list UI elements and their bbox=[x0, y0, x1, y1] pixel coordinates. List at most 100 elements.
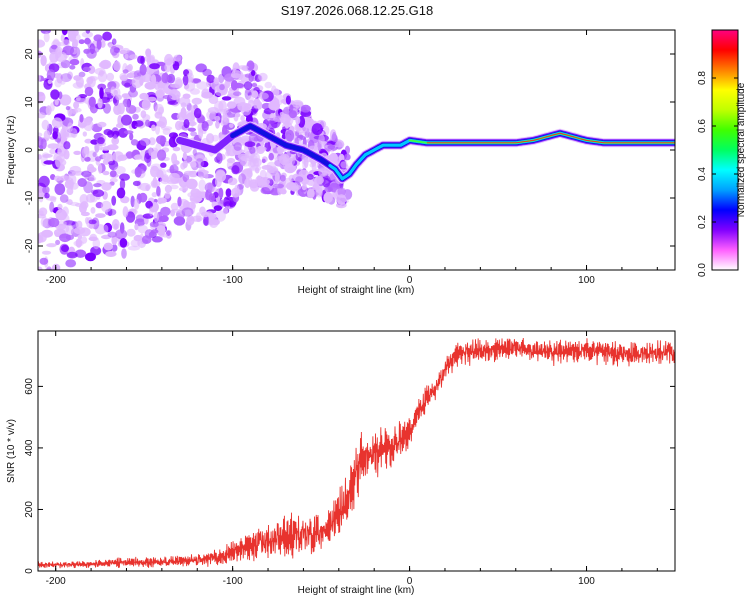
y-tick-label: 200 bbox=[24, 501, 35, 518]
spectrogram-blob bbox=[57, 203, 63, 210]
spectrogram-blob bbox=[124, 53, 129, 60]
spectrogram-blob bbox=[126, 72, 135, 79]
spectrogram-blob bbox=[223, 201, 233, 207]
spectrogram-blob bbox=[80, 201, 89, 210]
spectrogram-blob bbox=[160, 206, 171, 217]
spectrogram-blob bbox=[66, 187, 74, 196]
spectrogram-blob bbox=[280, 114, 291, 125]
spectrogram-blob bbox=[321, 175, 331, 188]
spectrogram-blob bbox=[164, 184, 172, 193]
spectrogram-blob bbox=[163, 233, 168, 238]
spectrogram-blob bbox=[138, 192, 148, 203]
spectrogram-blob bbox=[139, 63, 147, 76]
spectrogram-blob bbox=[115, 229, 128, 240]
spectrogram-blob bbox=[65, 234, 74, 241]
spectrogram-blob bbox=[161, 72, 170, 84]
spectrogram-blob bbox=[70, 201, 80, 207]
spectrogram-blob bbox=[220, 114, 230, 126]
spectrogram-blob bbox=[268, 152, 275, 161]
spectrogram-blob bbox=[74, 249, 87, 258]
colorbar-tick-label: 0.2 bbox=[697, 215, 708, 229]
spectrogram-blob bbox=[111, 219, 120, 230]
spectrogram-blob bbox=[285, 95, 291, 105]
spectrogram-blob bbox=[109, 170, 117, 178]
spectrogram-blob bbox=[181, 207, 194, 217]
spectrogram-blob bbox=[85, 252, 96, 262]
spectrogram-blob bbox=[51, 44, 58, 50]
spectrogram-blob bbox=[298, 134, 304, 139]
spectrogram-blob bbox=[300, 104, 311, 113]
spectrogram-blob bbox=[102, 31, 112, 41]
spectrogram-blob bbox=[168, 172, 180, 182]
spectrogram-blob bbox=[151, 182, 159, 189]
spectrogram-blob bbox=[62, 45, 75, 56]
spectrogram-blob bbox=[172, 160, 180, 166]
spectrogram-blob bbox=[67, 30, 80, 33]
spectrogram-blob bbox=[76, 95, 81, 102]
spectrogram-blob bbox=[115, 88, 121, 98]
spectrogram-blob bbox=[40, 9, 50, 17]
spectrogram-blob bbox=[166, 230, 171, 236]
spectrogram-blob bbox=[133, 198, 140, 210]
spectrogram-y-label: Frequency (Hz) bbox=[6, 116, 17, 185]
x-tick-label: -100 bbox=[223, 275, 243, 286]
spectrogram-blob bbox=[134, 223, 139, 231]
spectrogram-blob bbox=[98, 163, 103, 174]
spectrogram-blob bbox=[60, 34, 65, 42]
spectrogram-blob bbox=[117, 154, 128, 161]
spectrogram-blob bbox=[72, 39, 79, 48]
spectrogram-blob bbox=[130, 139, 139, 146]
spectrogram-blob bbox=[69, 58, 80, 66]
spectrogram-blob bbox=[157, 80, 165, 92]
spectrogram-blob bbox=[139, 92, 149, 100]
spectrogram-blob bbox=[87, 46, 100, 54]
spectrogram-blob bbox=[62, 39, 70, 46]
spectrogram-blob bbox=[106, 72, 115, 82]
x-tick-label: 0 bbox=[407, 275, 413, 286]
spectrogram-blob bbox=[119, 173, 130, 181]
spectrogram-blob bbox=[50, 102, 55, 112]
spectrogram-blob bbox=[208, 216, 219, 228]
spectrogram-blob bbox=[190, 131, 198, 137]
spectrogram-blob bbox=[109, 177, 118, 183]
spectrogram-blob bbox=[42, 185, 50, 194]
spectrogram-x-ticks: -200 -100 0 100 bbox=[46, 30, 658, 286]
spectrogram-blob bbox=[90, 207, 96, 214]
snr-y-label: SNR (10 * v/v) bbox=[6, 419, 17, 483]
spectrogram-blob bbox=[111, 235, 118, 246]
spectrogram-blob bbox=[148, 137, 156, 146]
spectrogram-blob bbox=[97, 137, 105, 145]
spectrogram-blob bbox=[250, 152, 260, 164]
spectrogram-blob bbox=[187, 121, 197, 127]
spectrogram-blob bbox=[156, 135, 167, 145]
y-tick-label: 20 bbox=[24, 48, 35, 60]
spectrogram-blob bbox=[295, 124, 308, 134]
spectrogram-blob bbox=[38, 266, 43, 270]
spectrogram-blob bbox=[213, 77, 220, 85]
spectrogram-blob bbox=[81, 31, 93, 38]
spectrogram-blob bbox=[228, 123, 234, 128]
spectrogram-blob bbox=[113, 60, 121, 72]
spectrogram-blob bbox=[157, 149, 167, 161]
spectrogram-blob bbox=[278, 149, 283, 155]
spectrogram-blob bbox=[59, 94, 72, 106]
spectrogram-blob bbox=[38, 195, 44, 203]
spectrogram-blob bbox=[206, 74, 215, 84]
spectrogram-blob bbox=[240, 115, 245, 122]
spectrogram-blob bbox=[175, 120, 182, 131]
spectrogram-blob bbox=[253, 103, 261, 109]
spectrogram-blob bbox=[227, 177, 238, 186]
spectrogram-blob bbox=[241, 106, 252, 116]
spectrogram-blob bbox=[155, 89, 165, 98]
spectrogram-blob bbox=[43, 130, 51, 141]
spectrogram-blob bbox=[59, 194, 69, 203]
spectrogram-x-label: Height of straight line (km) bbox=[298, 285, 415, 296]
spectrogram-blob bbox=[111, 127, 120, 139]
spectrogram-blob bbox=[117, 114, 123, 127]
spectrogram-blob bbox=[170, 202, 179, 211]
spectrogram-blob bbox=[110, 45, 119, 56]
spectrogram-blob bbox=[127, 245, 140, 251]
spectrogram-blob bbox=[182, 74, 189, 86]
spectrogram-blob bbox=[111, 136, 120, 145]
